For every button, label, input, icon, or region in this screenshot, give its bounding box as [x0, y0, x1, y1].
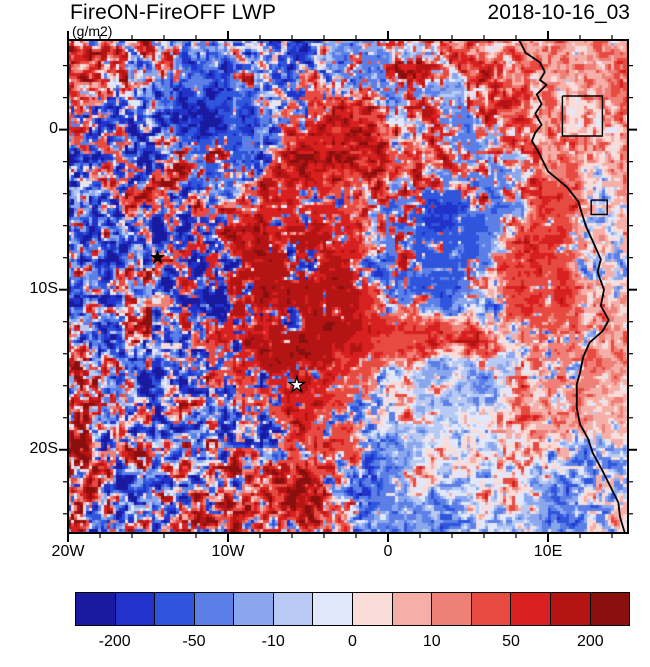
y-tick-label: 20S	[29, 439, 58, 457]
colorbar-cell-7	[352, 592, 393, 626]
colorbar	[75, 592, 631, 626]
y-tick-label: 0	[49, 119, 58, 137]
colorbar-tick-label: 0	[348, 633, 357, 650]
colorbar-cell-1	[114, 592, 156, 626]
x-tick-label: 10E	[533, 543, 563, 560]
colorbar-cell-4	[233, 592, 274, 626]
colorbar-tick-label: -10	[261, 633, 285, 650]
colorbar-cell-8	[391, 592, 433, 626]
colorbar-cell-5	[272, 592, 314, 626]
x-tick-label: 0	[383, 543, 393, 560]
colorbar-cell-2	[154, 592, 195, 626]
x-tick-label: 10W	[211, 543, 245, 560]
colorbar-cell-12	[549, 592, 591, 626]
colorbar-cell-11	[510, 592, 551, 626]
colorbar-cell-10	[470, 592, 512, 626]
colorbar-tick-label: 200	[576, 633, 604, 650]
colorbar-tick-label: -200	[98, 633, 131, 650]
units-label: (g/m2)	[72, 23, 113, 39]
colorbar-tick-label: -50	[182, 633, 206, 650]
x-tick-label: 20W	[51, 543, 85, 560]
colorbar-tick-label: 50	[502, 633, 520, 650]
timestamp-label: 2018-10-16_03	[487, 1, 630, 24]
colorbar-cell-9	[431, 592, 472, 626]
lwp-difference-heatmap	[68, 40, 628, 533]
colorbar-cell-13	[589, 592, 631, 626]
colorbar-tick-label: 10	[422, 633, 441, 650]
colorbar-cell-6	[312, 592, 354, 626]
colorbar-cell-0	[75, 592, 116, 626]
y-tick-label: 10S	[29, 279, 58, 297]
colorbar-cell-3	[193, 592, 235, 626]
plot-title: FireON-FireOFF LWP	[70, 1, 277, 24]
